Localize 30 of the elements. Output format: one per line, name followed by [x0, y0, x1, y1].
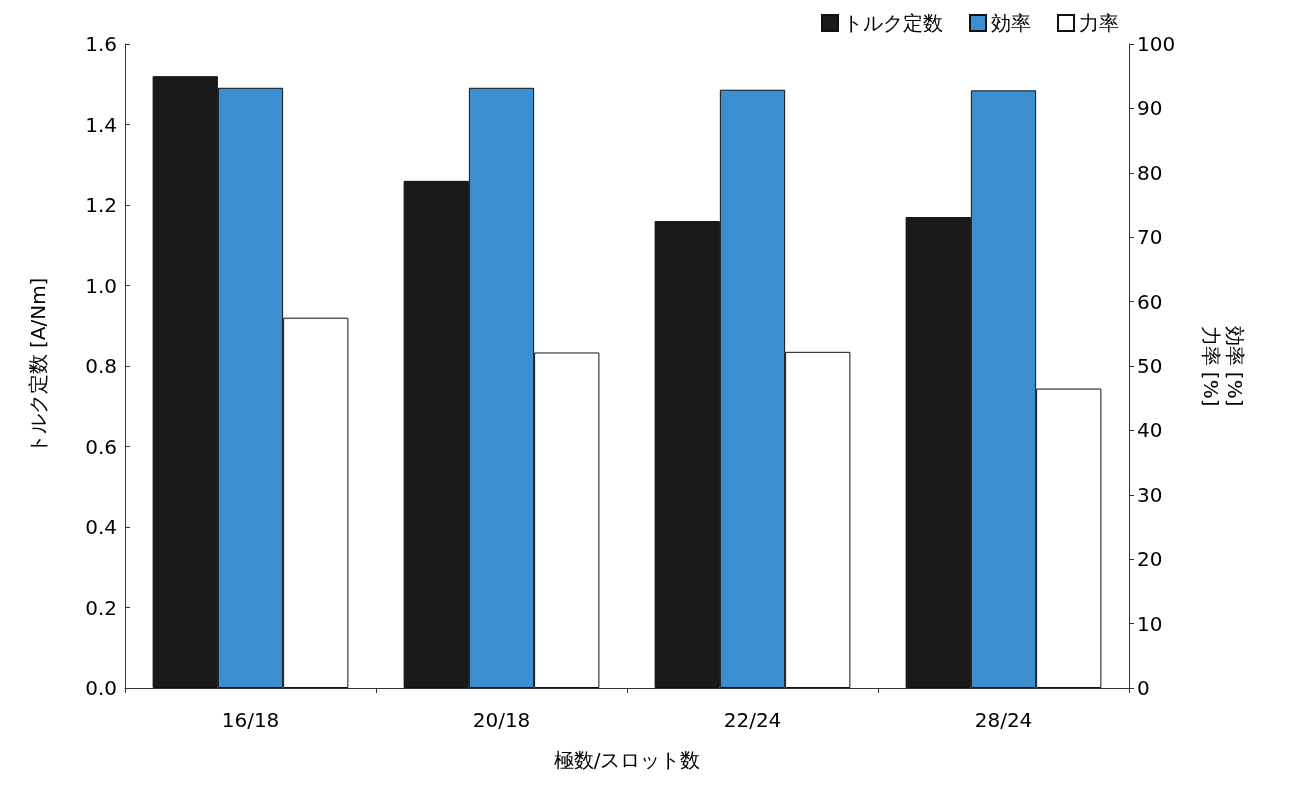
y-tick-label: 0.6 [85, 434, 117, 459]
y-axis-title: トルク定数 [A/Nm] [26, 277, 50, 455]
y2-tick-label: 10 [1137, 611, 1163, 636]
y2-tick-label: 80 [1137, 160, 1163, 185]
y-tick-label: 0.0 [85, 676, 117, 700]
y-tick-label: 1.0 [85, 273, 117, 298]
y-tick-label: 1.6 [85, 32, 117, 56]
x-tick-label: 28/24 [974, 708, 1033, 732]
y2-tick-label: 0 [1137, 676, 1150, 700]
x-tick-label: 22/24 [723, 708, 782, 732]
legend-label: 力率 [1079, 11, 1119, 35]
y2-tick-label: 60 [1137, 289, 1163, 314]
y-tick-label: 1.4 [85, 112, 117, 137]
y-tick-label: 0.2 [85, 595, 117, 620]
y2-tick-label: 100 [1137, 32, 1176, 56]
x-tick-label: 20/18 [472, 708, 531, 732]
y-tick-label: 1.2 [85, 193, 117, 217]
y2-tick-label: 40 [1137, 418, 1163, 443]
y-tick-label: 0.8 [85, 354, 117, 378]
y2-tick-label: 90 [1137, 96, 1163, 121]
legend-label: 効率 [991, 11, 1031, 35]
y2-axis-title: 効率 [%] 力率 [%] [1199, 325, 1247, 407]
y2-tick-label: 70 [1137, 225, 1163, 250]
y-tick-label: 0.4 [85, 515, 117, 539]
y2-tick-label: 50 [1137, 354, 1163, 378]
x-tick-label: 16/18 [221, 708, 280, 732]
legend-label: トルク定数 [843, 11, 943, 35]
x-axis-title: 極数/スロット数 [553, 748, 701, 772]
y2-tick-label: 30 [1137, 482, 1163, 507]
y2-tick-label: 20 [1137, 547, 1163, 572]
